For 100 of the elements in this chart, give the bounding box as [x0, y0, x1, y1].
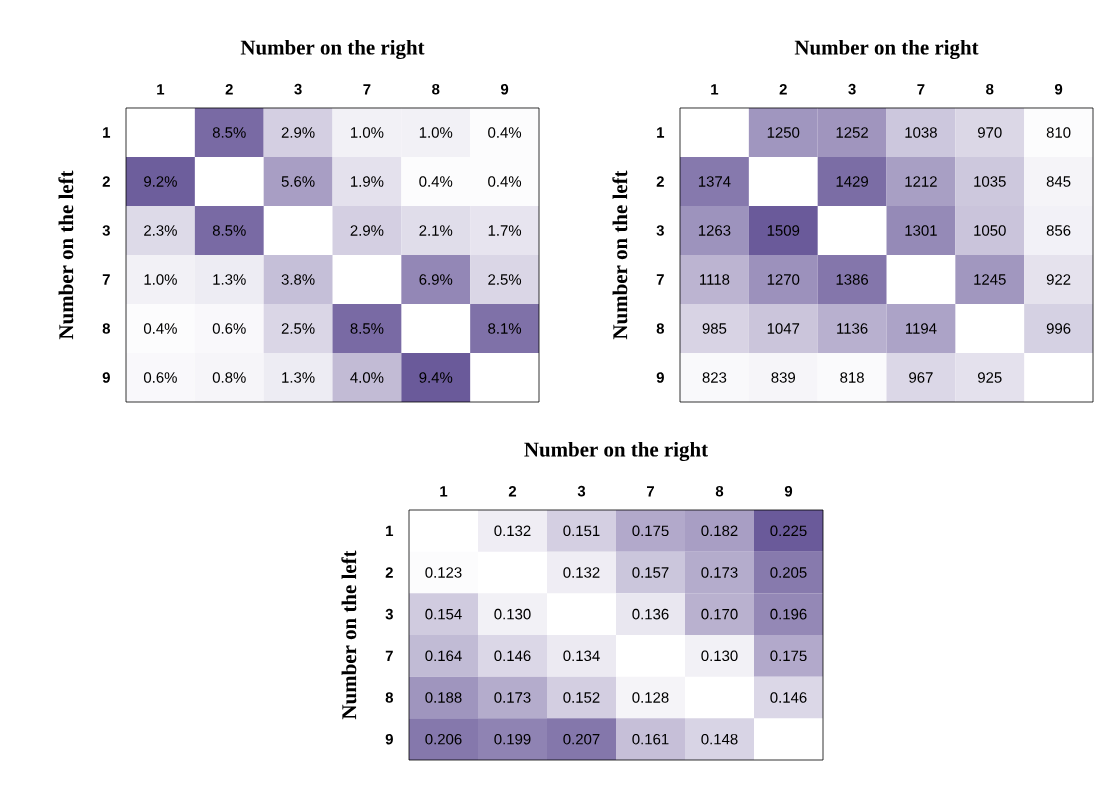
data-label: 0.4% [488, 127, 522, 138]
y-tick-label: 2 [102, 176, 110, 187]
y-tick-label: 9 [656, 372, 664, 383]
data-label: 0.175 [632, 525, 669, 537]
data-label: 0.175 [770, 650, 807, 662]
data-label: 1263 [698, 225, 731, 236]
data-label: 1.0% [144, 274, 177, 285]
data-label: 0.146 [494, 650, 531, 662]
y-tick-label: 7 [385, 650, 393, 661]
x-tick-label: 3 [577, 485, 586, 497]
data-label: 0.164 [425, 650, 462, 662]
data-label: 925 [977, 372, 1002, 383]
x-axis-title: Number on the right [240, 39, 425, 60]
y-axis-title: Number on the left [612, 170, 628, 340]
x-tick-label: 2 [779, 84, 787, 95]
data-label: 818 [840, 372, 864, 383]
data-label: 823 [702, 372, 727, 383]
x-tick-label: 2 [508, 486, 517, 497]
data-label: 0.132 [563, 567, 600, 578]
x-tick-label: 7 [363, 84, 371, 95]
data-label: 2.5% [281, 323, 315, 334]
y-tick-label: 1 [386, 525, 394, 536]
y-tick-label: 3 [385, 608, 393, 620]
data-label: 0.182 [701, 525, 738, 537]
data-label: 0.132 [494, 525, 531, 537]
data-label: 8.5% [212, 225, 246, 236]
data-label: 0.206 [425, 733, 462, 745]
x-axis-title: Number on the right [794, 39, 979, 60]
x-tick-label: 8 [715, 485, 724, 497]
data-label: 8.5% [350, 323, 384, 334]
data-label: 0.152 [563, 692, 600, 703]
data-label: 1035 [974, 176, 1006, 187]
data-label: 810 [1046, 127, 1071, 138]
data-label: 1429 [836, 176, 868, 187]
data-label: 1118 [700, 274, 730, 285]
data-label: 0.196 [770, 608, 807, 620]
data-label: 0.157 [632, 567, 669, 578]
x-tick-label: 8 [432, 83, 440, 95]
data-label: 0.207 [563, 733, 600, 745]
data-label: 1.3% [213, 274, 246, 285]
y-tick-label: 1 [657, 127, 665, 138]
data-label: 0.161 [632, 733, 669, 745]
data-label: 839 [771, 372, 795, 383]
data-label: 1270 [767, 274, 800, 285]
data-label: 1252 [836, 127, 868, 138]
data-label: 2.1% [419, 225, 453, 236]
x-tick-label: 3 [848, 83, 856, 95]
data-label: 1374 [698, 176, 731, 187]
data-label: 922 [1046, 274, 1071, 285]
data-label: 1509 [767, 225, 800, 236]
y-tick-label: 2 [656, 176, 664, 187]
y-tick-label: 1 [103, 127, 111, 138]
data-label: 1.9% [351, 176, 384, 187]
y-tick-label: 7 [656, 274, 664, 285]
data-label: 1047 [767, 323, 800, 334]
x-tick-label: 8 [986, 83, 994, 95]
data-label: 1136 [837, 323, 868, 334]
data-label: 5.6% [281, 176, 315, 187]
y-tick-label: 8 [385, 692, 394, 703]
y-tick-label: 9 [385, 733, 393, 745]
x-tick-label: 2 [225, 84, 233, 95]
y-tick-label: 7 [102, 274, 110, 285]
data-label: 0.173 [494, 692, 531, 703]
y-axis-title: Number on the left [58, 170, 74, 340]
data-label: 0.6% [143, 372, 177, 383]
x-tick-label: 9 [1054, 83, 1063, 95]
data-label: 0.6% [212, 323, 246, 334]
x-tick-label: 9 [500, 83, 509, 95]
data-label: 1245 [974, 274, 1006, 285]
data-label: 856 [1046, 225, 1071, 236]
data-label: 0.146 [770, 692, 807, 703]
data-label: 2.9% [281, 127, 315, 138]
x-axis-title: Number on the right [524, 441, 708, 462]
y-tick-label: 3 [656, 225, 664, 236]
data-label: 1212 [905, 176, 937, 187]
data-label: 0.205 [770, 567, 807, 578]
data-label: 0.154 [425, 608, 462, 620]
data-label: 1386 [836, 274, 869, 285]
data-label: 0.151 [563, 525, 600, 537]
y-tick-label: 2 [385, 567, 393, 578]
x-tick-label: 1 [440, 486, 448, 497]
data-label: 0.134 [563, 650, 600, 662]
data-label: 996 [1046, 323, 1071, 334]
data-label: 8.1% [488, 323, 522, 334]
data-label: 0.4% [143, 323, 177, 334]
data-label: 0.123 [425, 567, 462, 578]
data-label: 1250 [767, 127, 800, 138]
data-label: 6.9% [419, 274, 453, 285]
y-tick-label: 8 [102, 323, 111, 334]
data-label: 9.2% [144, 176, 177, 187]
data-label: 1.3% [282, 372, 315, 383]
y-tick-label: 8 [656, 323, 665, 334]
data-label: 970 [977, 127, 1002, 138]
data-label: 2.9% [350, 225, 384, 236]
data-label: 0.8% [212, 372, 246, 383]
y-axis-title: Number on the left [341, 550, 357, 720]
x-tick-label: 1 [711, 84, 719, 95]
x-tick-label: 3 [294, 83, 302, 95]
data-label: 1.0% [419, 127, 453, 138]
data-label: 1050 [974, 225, 1006, 236]
